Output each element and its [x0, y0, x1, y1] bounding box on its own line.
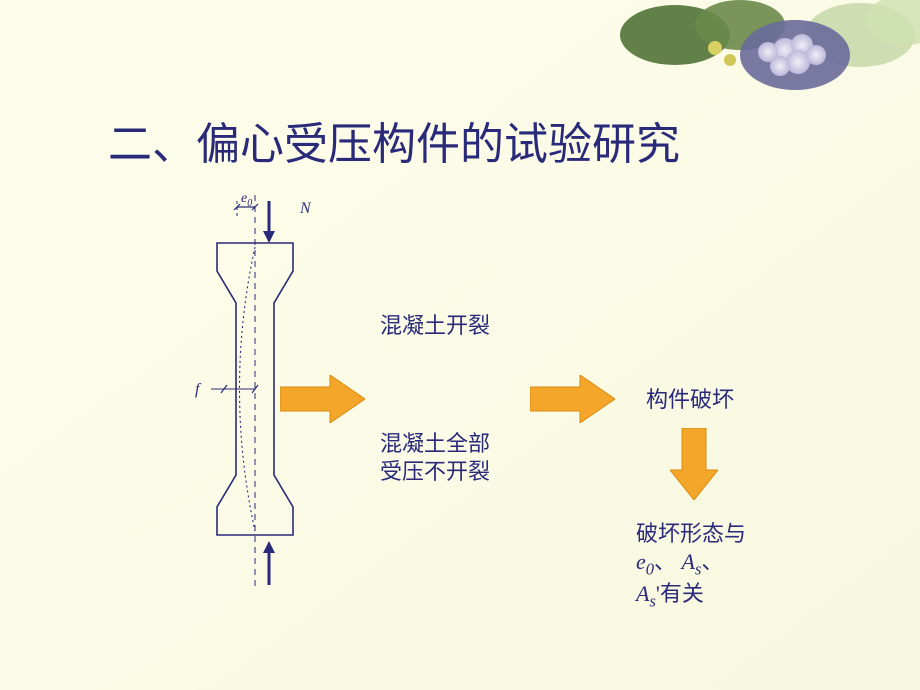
f-label: f	[195, 381, 202, 398]
text-failure: 构件破坏	[646, 386, 734, 414]
text-nocrack: 混凝土全部 受压不开裂	[380, 430, 490, 485]
N-label: N	[299, 200, 312, 217]
text-result: 破坏形态与 e0、 As、 As'有关	[636, 520, 746, 612]
text-crack: 混凝土开裂	[380, 312, 490, 340]
arrow-down	[670, 428, 718, 500]
slide-title: 二、偏心受压构件的试验研究	[108, 108, 680, 172]
arrow-2	[530, 375, 615, 423]
arrow-1	[280, 375, 365, 423]
corner-deco	[620, 0, 920, 95]
slide: 二、偏心受压构件的试验研究 e0 N f	[0, 0, 920, 690]
